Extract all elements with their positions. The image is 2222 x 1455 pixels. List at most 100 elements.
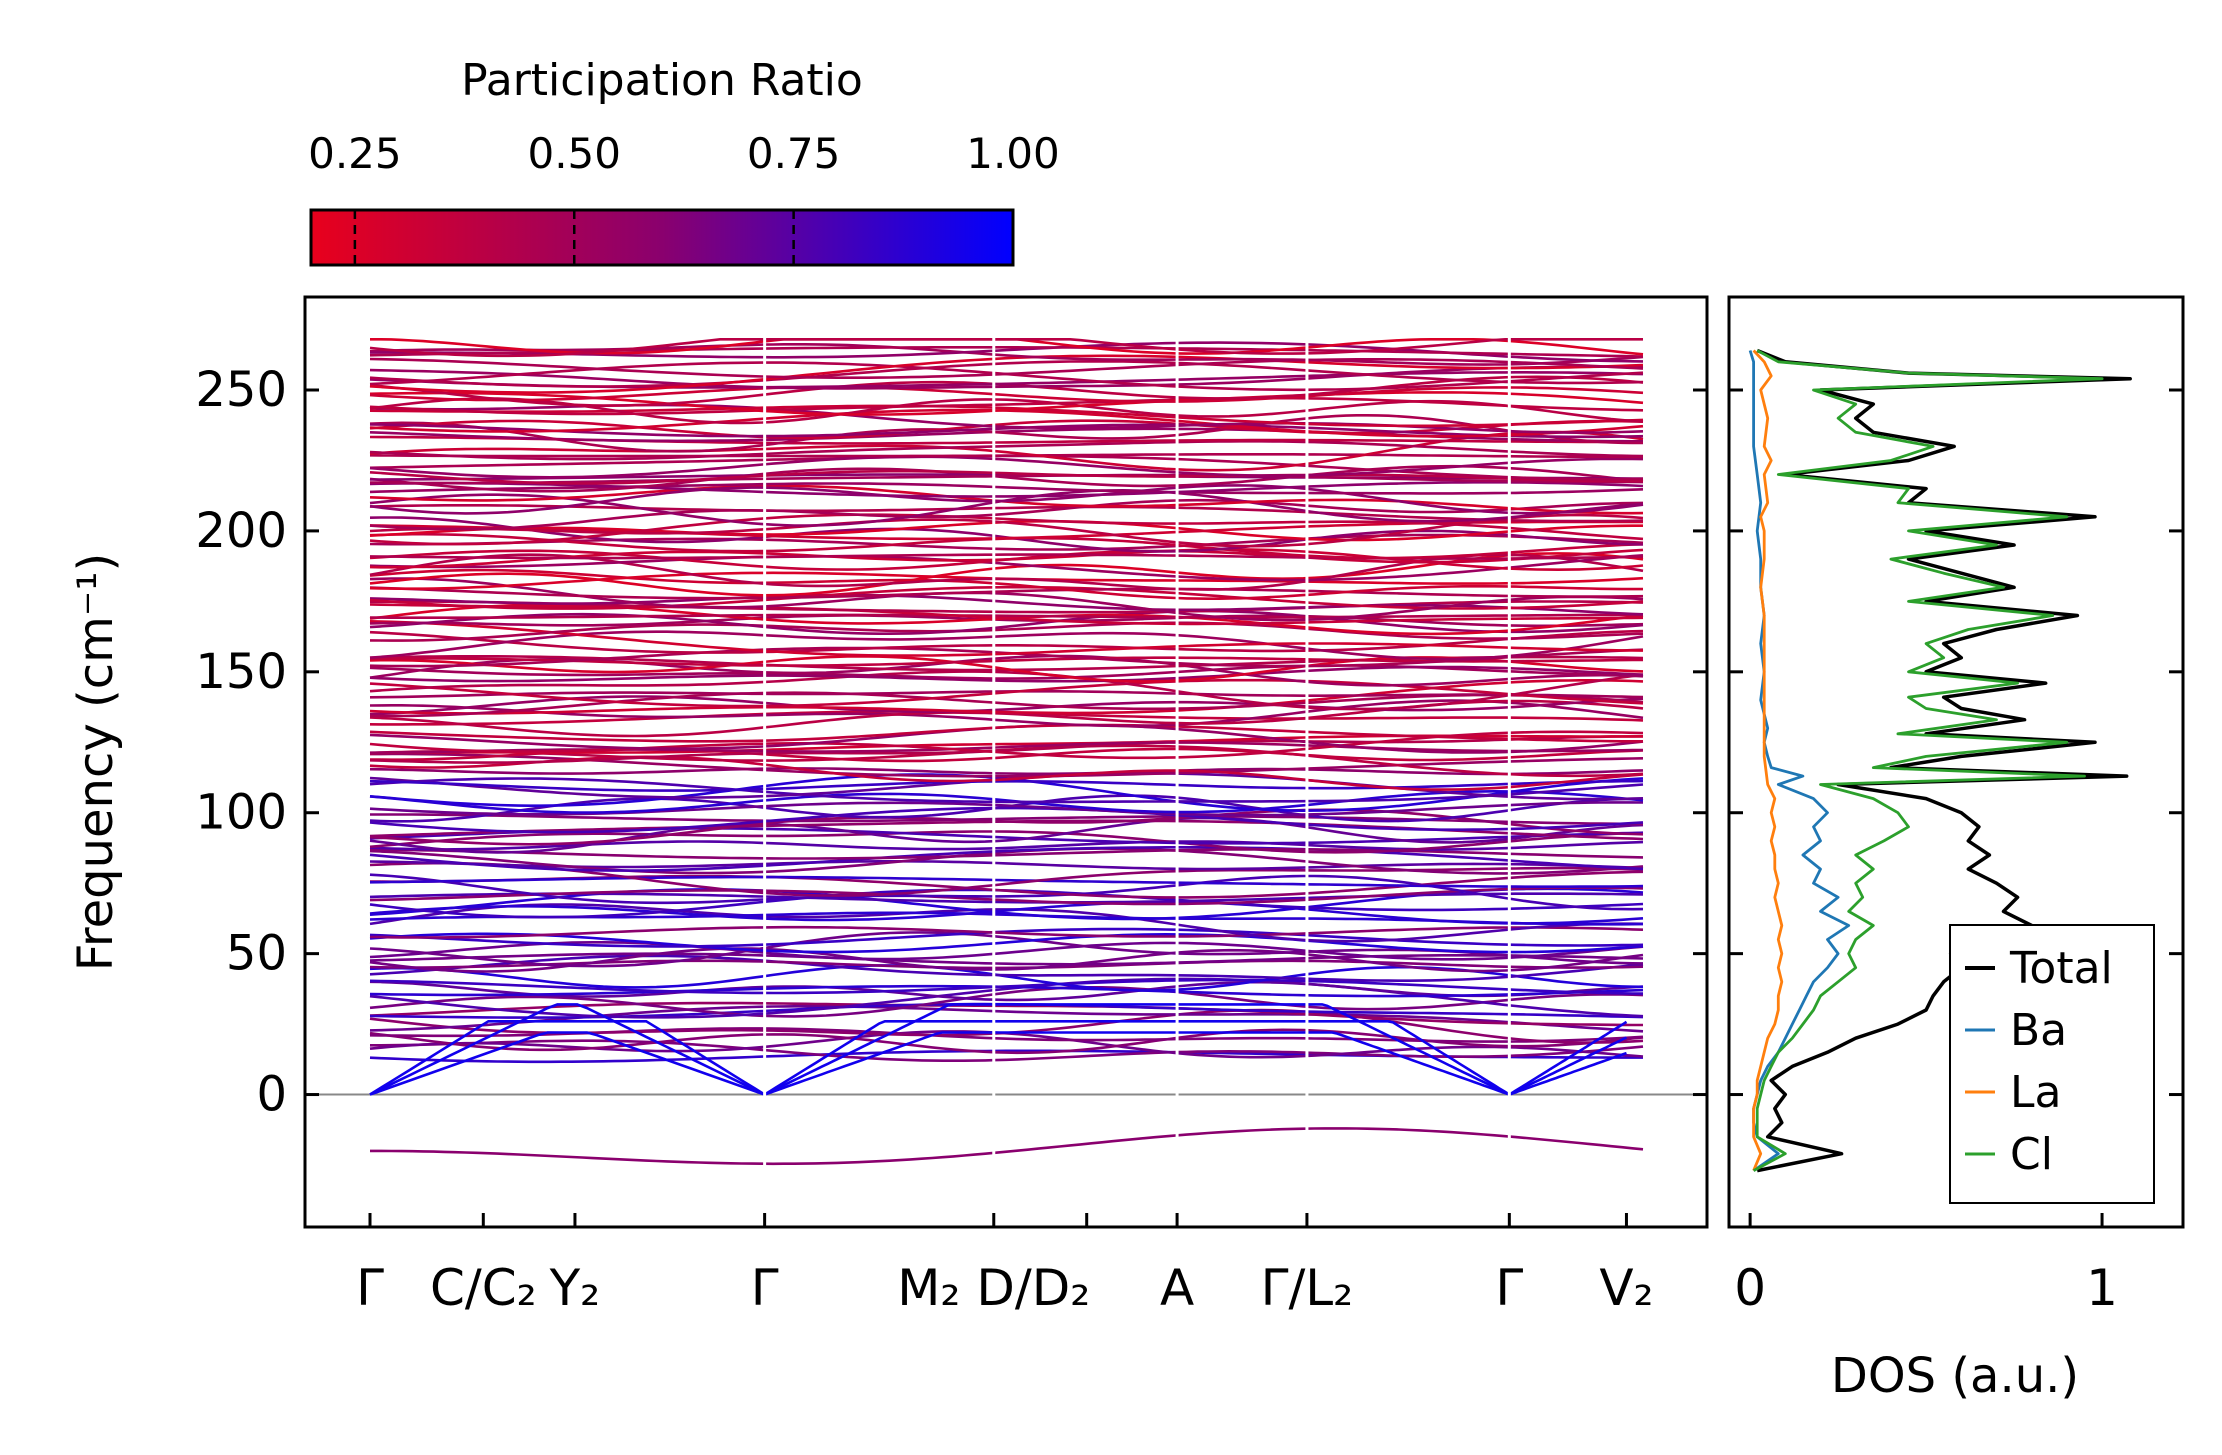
phonon-band [369, 419, 1644, 440]
colorbar-tick-label: 0.75 [747, 129, 841, 178]
phonon-band [369, 365, 1644, 390]
acoustic-band [764, 1031, 994, 1096]
dos-legend: Total Ba La Cl [1949, 924, 2155, 1204]
phonon-band [369, 609, 1644, 635]
legend-label: La [2010, 1067, 2061, 1118]
colorbar-gradient [309, 208, 1015, 267]
dos-x-tick-label: 1 [2086, 1259, 2118, 1317]
dos-x-tick-label: 0 [1734, 1259, 1766, 1317]
phonon-band [369, 473, 1644, 485]
acoustic-band [1508, 1036, 1628, 1096]
phonon-band [369, 553, 1644, 560]
phonon-band [369, 354, 1644, 394]
acoustic-band [1508, 1051, 1627, 1096]
phonon-band [369, 980, 1644, 1002]
phonon-band [369, 978, 1644, 995]
phonon-band [369, 548, 1644, 571]
phonon-band [369, 620, 1644, 657]
acoustic-band [764, 1003, 994, 1096]
high-symmetry-label: Γ [1495, 1259, 1523, 1317]
phonon-band [369, 453, 1643, 459]
phonon-band [369, 552, 1644, 597]
colorbar-tick-label: 0.25 [308, 129, 402, 178]
phonon-band [369, 357, 1644, 379]
legend-box [1949, 924, 2155, 1204]
colorbar: Participation Ratio 0.25 0.50 0.75 1.00 [308, 55, 1060, 267]
y-tick-label: 100 [195, 785, 287, 841]
phonon-band [369, 455, 1644, 479]
dos-curve-cl [1752, 349, 2104, 1172]
phonon-band [369, 440, 1644, 461]
phonon-band [369, 779, 1644, 792]
phonon-band [370, 613, 1643, 619]
segment-break-lines [763, 299, 1511, 1225]
phonon-band [369, 533, 1644, 551]
acoustic-band [1508, 1020, 1628, 1096]
phonon-band [369, 586, 1644, 600]
phonon-band [369, 603, 1644, 626]
legend-label: Ba [2010, 1005, 2067, 1056]
phonon-band [369, 665, 1644, 683]
high-symmetry-label: V₂ [1599, 1259, 1653, 1317]
phonon-band [369, 830, 1644, 854]
phonon-band [369, 789, 1644, 814]
imaginary-band [370, 1127, 1644, 1166]
phonon-band [369, 385, 1644, 403]
phonon-band [369, 513, 1644, 546]
high-symmetry-label: Γ [751, 1259, 779, 1317]
phonon-band [369, 848, 1644, 860]
phonon-band [369, 346, 1644, 358]
phonon-band [369, 723, 1643, 743]
phonon-band [369, 735, 1643, 764]
phonon-band [369, 430, 1644, 472]
band-plot-frame [303, 295, 1709, 1229]
phonon-band [369, 947, 1644, 973]
phonon-band [369, 954, 1644, 982]
phonon-band [369, 699, 1644, 728]
y-tick-label: 250 [195, 362, 287, 418]
phonon-band [369, 767, 1644, 776]
phonon-band [369, 423, 1644, 439]
phonon-band [369, 414, 1643, 453]
phonon-band [369, 925, 1644, 939]
dos-plot-frame [1727, 295, 2185, 1229]
colorbar-ticks: 0.25 0.50 0.75 1.00 [308, 129, 1060, 265]
phonon-band [369, 469, 1644, 485]
band-y-ticks: 0 50 100 150 200 250 [195, 362, 1707, 1123]
colorbar-title: Participation Ratio [461, 55, 863, 106]
high-symmetry-label: Γ/L₂ [1261, 1259, 1354, 1317]
y-tick-label: 0 [256, 1067, 287, 1123]
phonon-band [369, 482, 1644, 495]
phonon-band [369, 900, 1644, 925]
phonon-band [369, 513, 1644, 548]
acoustic-band [369, 1031, 766, 1096]
phonon-band [369, 678, 1644, 708]
acoustic-band [1306, 1020, 1510, 1096]
phonon-band [369, 338, 1643, 358]
high-symmetry-label: C/C₂ [430, 1259, 537, 1317]
phonon-band [369, 498, 1644, 531]
high-symmetry-label: Γ [356, 1259, 384, 1317]
phonon-band [369, 806, 1644, 834]
phonon-band [369, 932, 1644, 954]
acoustic-band [369, 1003, 766, 1096]
dos-curve-la [1752, 349, 1784, 1172]
phonon-band [369, 554, 1644, 582]
colorbar-tick-label: 0.50 [527, 129, 621, 178]
high-symmetry-label: M₂ D/D₂ [897, 1259, 1090, 1317]
band-x-ticks: Γ C/C₂ Y₂ Γ M₂ D/D₂ A Γ/L₂ Γ V₂ [356, 1213, 1654, 1317]
phonon-band [369, 621, 1644, 642]
phonon-band [369, 670, 1644, 711]
phonon-band [369, 777, 1644, 804]
phonon-band [369, 886, 1644, 906]
phonon-band [369, 755, 1644, 791]
phonon-band [369, 404, 1644, 428]
phonon-band [369, 396, 1644, 416]
acoustic-band [369, 1020, 766, 1096]
phonon-band [369, 360, 1644, 388]
phonon-band [369, 655, 1644, 683]
legend-label: Cl [2010, 1129, 2053, 1180]
